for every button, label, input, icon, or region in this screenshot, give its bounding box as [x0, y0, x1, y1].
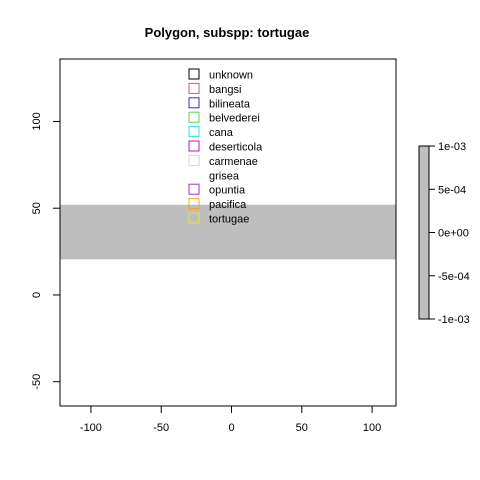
colorbar-tick-label: -1e-03 [438, 314, 470, 326]
legend-item: grisea [209, 170, 240, 182]
legend-item: bilineata [188, 97, 251, 110]
legend-label: pacifica [209, 199, 247, 211]
colorbar-tick-label: 1e-03 [438, 141, 466, 153]
legend: unknown bangsi bilineata belvederei cana dese… [188, 68, 263, 226]
legend-swatch [188, 212, 200, 224]
legend-item: carmenae [188, 154, 258, 168]
legend-label: tortugae [209, 214, 249, 226]
y-tick-label: 0 [31, 292, 43, 298]
y-tick-label: 50 [31, 202, 43, 214]
chart-title: Polygon, subspp: tortugae [145, 25, 310, 40]
x-tick-label: -50 [153, 422, 169, 434]
legend-swatch [188, 183, 200, 195]
y-tick-label: 100 [31, 112, 43, 130]
legend-swatch [188, 97, 200, 109]
colorbar-tick-label: 5e-04 [438, 184, 466, 196]
legend-label: unknown [209, 70, 253, 82]
legend-label: carmenae [209, 156, 258, 168]
legend-item: unknown [188, 68, 253, 82]
legend-swatch [188, 111, 200, 123]
colorbar: 1e-03 5e-04 0e+00 -5e-04 -1e-03 [418, 141, 470, 326]
legend-label: bangsi [209, 84, 241, 96]
colorbar-bar [418, 145, 430, 320]
legend-swatch [188, 68, 200, 80]
x-axis: -100 -50 0 50 100 [80, 405, 381, 434]
x-tick-label: -100 [80, 422, 102, 434]
legend-item: deserticola [188, 140, 263, 154]
range-band [60, 204, 396, 260]
legend-swatch [188, 126, 200, 138]
legend-item: opuntia [188, 183, 246, 197]
legend-item: pacifica [188, 198, 247, 211]
legend-label: bilineata [209, 98, 251, 110]
legend-label: opuntia [209, 185, 246, 197]
legend-item: cana [188, 126, 234, 139]
y-tick-label: -50 [31, 374, 43, 390]
legend-item: bangsi [188, 82, 241, 96]
legend-label: grisea [209, 170, 240, 182]
legend-label: cana [209, 127, 234, 139]
x-tick-label: 0 [228, 422, 234, 434]
legend-label: deserticola [209, 142, 263, 154]
colorbar-tick-label: -5e-04 [438, 271, 470, 283]
legend-swatch [188, 198, 200, 210]
legend-swatch [188, 154, 200, 166]
legend-swatch [188, 82, 200, 94]
legend-item: tortugae [188, 212, 249, 226]
legend-label: belvederei [209, 113, 260, 125]
x-tick-label: 50 [296, 422, 308, 434]
x-tick-label: 100 [363, 422, 381, 434]
legend-swatch [188, 140, 200, 152]
plot-area [59, 58, 397, 407]
y-axis: -50 0 50 100 [31, 112, 61, 390]
legend-item: belvederei [188, 111, 260, 125]
colorbar-tick-label: 0e+00 [438, 228, 469, 240]
